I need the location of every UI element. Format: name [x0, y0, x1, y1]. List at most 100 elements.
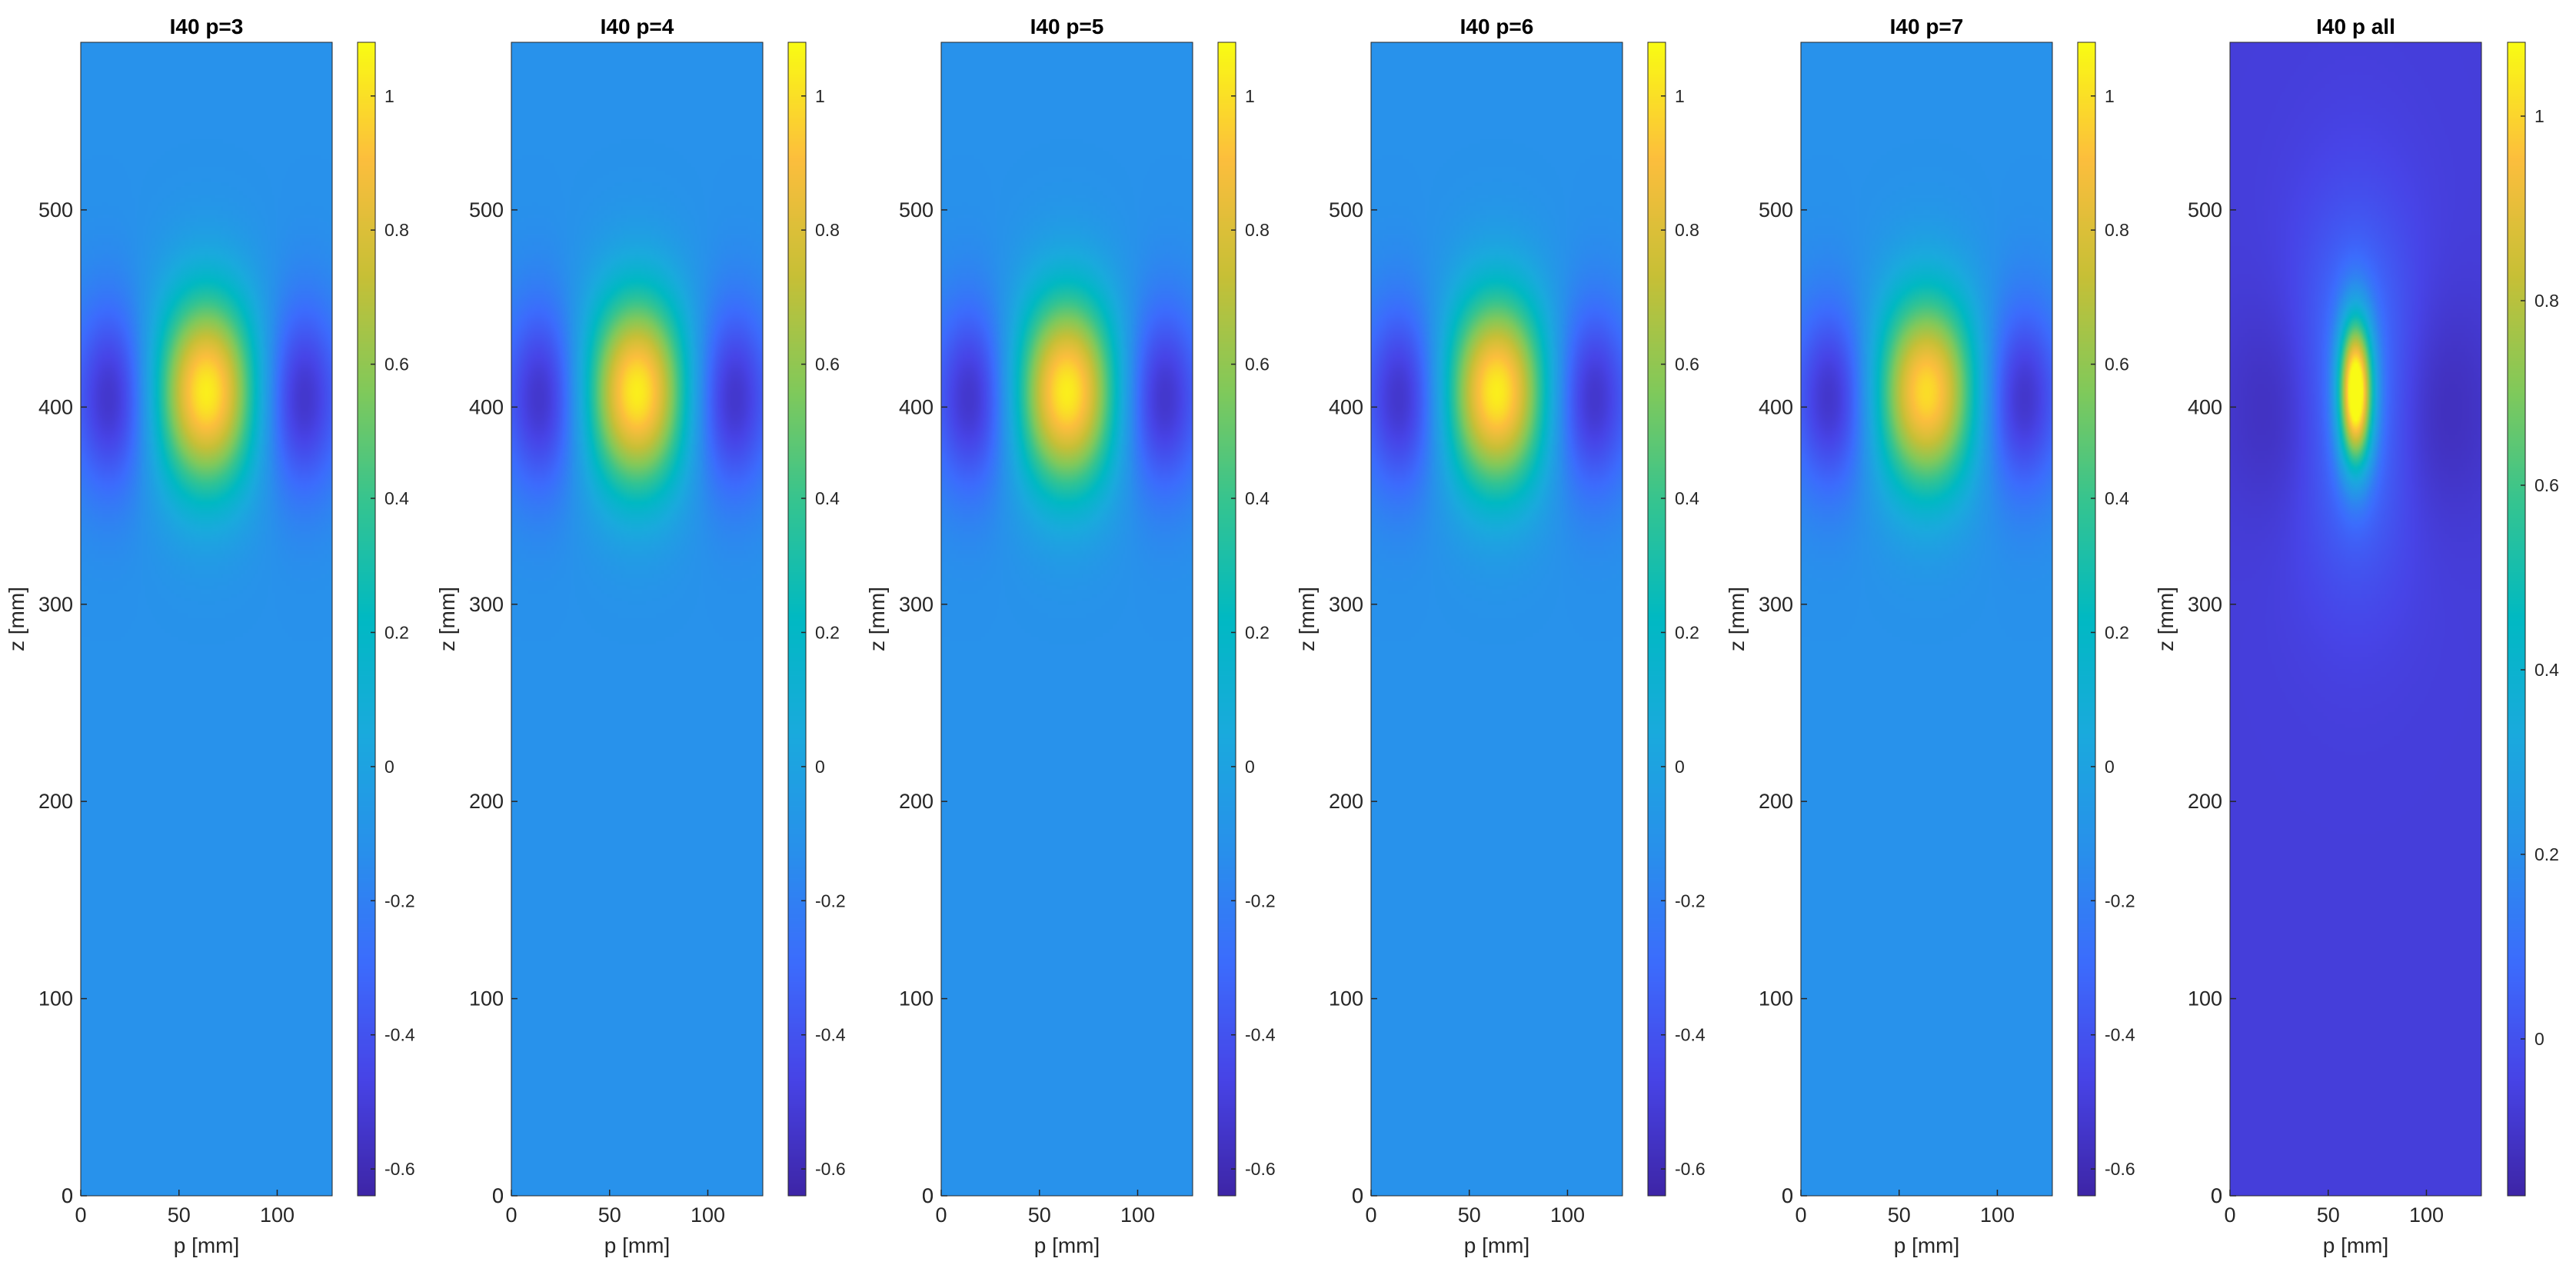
y-tick-label: 0: [2211, 1184, 2222, 1207]
y-tick-label: 100: [1759, 987, 1793, 1010]
y-tick-label: 300: [899, 593, 934, 616]
colorbar-gradient: [2508, 42, 2525, 1196]
y-axis-label: z [mm]: [435, 587, 459, 651]
colorbar-gradient: [1218, 42, 1236, 1196]
colorbar-gradient: [358, 42, 375, 1196]
panel-1: I40 p=3 0 50 100 0 100 200 300 400 500 0 p [mm] z [m…: [5, 15, 415, 1257]
colorbar-tick-label: 1: [815, 86, 825, 106]
y-tick-label: 400: [38, 395, 73, 418]
colorbar-tick-label: 0.4: [1245, 488, 1270, 508]
colorbar-tick-label: -0.2: [815, 891, 846, 910]
y-tick-label: 0: [1352, 1184, 1363, 1207]
axes-box: [1800, 42, 2053, 1197]
colorbar-tick-label: 0.6: [2105, 355, 2129, 375]
x-axis-label: p [mm]: [1034, 1233, 1100, 1257]
y-tick-label: 0: [62, 1184, 73, 1207]
y-tick-label: 400: [1759, 395, 1793, 418]
colorbar-tick-label: 0.6: [815, 355, 840, 375]
x-tick-label: 50: [1028, 1203, 1051, 1227]
y-tick-label: 0: [2211, 1184, 2222, 1207]
colorbar-tick-label: 0.4: [815, 488, 840, 508]
heatmap-image: [81, 42, 332, 1196]
x-tick-label: 50: [1458, 1203, 1481, 1227]
colorbar-tick-label: 0: [2534, 1029, 2544, 1049]
colorbar-tick-label: 1: [2534, 106, 2544, 126]
colorbar-tick-label: -0.6: [2105, 1159, 2135, 1179]
colorbar-tick-label: 0.6: [2534, 475, 2559, 495]
colorbar-box: [2077, 42, 2096, 1197]
y-axis-label: z [mm]: [1725, 587, 1749, 651]
y-tick-label: 400: [899, 395, 934, 418]
y-axis-label: z [mm]: [2154, 587, 2178, 651]
colorbar-box: [2507, 42, 2526, 1197]
y-axis-label: z [mm]: [5, 587, 28, 651]
x-tick-label: 100: [2409, 1203, 2444, 1227]
y-tick-label: 0: [922, 1184, 934, 1207]
x-tick-label: 0: [2224, 1203, 2235, 1227]
colorbar-tick-label: 0.2: [1245, 622, 1270, 642]
colorbar-tick-label: 1: [1675, 86, 1685, 106]
x-tick-label: 100: [1120, 1203, 1155, 1227]
panel-4: I40 p=6 0 50 100 0 100 200 300 400 500 0 p [mm] z [m…: [1295, 15, 1706, 1257]
colorbar-tick-label: 0.6: [1245, 355, 1270, 375]
x-tick-label: 100: [1550, 1203, 1585, 1227]
colorbar-tick-label: 1: [1245, 86, 1255, 106]
panel-title: I40 p=7: [1890, 15, 1964, 38]
y-tick-label: 100: [469, 987, 504, 1010]
colorbar-tick-label: 0: [2105, 757, 2115, 777]
y-tick-label: 100: [1329, 987, 1363, 1010]
colorbar-gradient: [2078, 42, 2095, 1196]
colorbar-box: [787, 42, 807, 1197]
x-axis-label: p [mm]: [174, 1233, 240, 1257]
colorbar-tick-label: 0: [1675, 757, 1685, 777]
heatmap-image: [941, 42, 1193, 1196]
panel-title: I40 p=6: [1460, 15, 1534, 38]
y-tick-label: 200: [1759, 790, 1793, 813]
colorbar-tick-label: 0.8: [2534, 291, 2559, 311]
panel-title: I40 p=3: [170, 15, 244, 38]
panel-5: I40 p=7 0 50 100 0 100 200 300 400 500 0 p [mm] z [m…: [1725, 15, 2135, 1257]
colorbar-tick-label: 0.2: [384, 622, 409, 642]
x-tick-label: 0: [75, 1203, 86, 1227]
x-axis-label: p [mm]: [1894, 1233, 1960, 1257]
y-tick-label: 0: [62, 1184, 73, 1207]
heatmap-image: [1801, 42, 2052, 1196]
colorbar-tick-label: 1: [2105, 86, 2115, 106]
heatmap-image: [2230, 42, 2481, 1196]
y-tick-label: 500: [469, 198, 504, 221]
colorbar-tick-label: -0.6: [1245, 1159, 1276, 1179]
y-tick-label: 0: [492, 1184, 504, 1207]
y-tick-label: 200: [2188, 790, 2222, 813]
panel-title: I40 p=5: [1030, 15, 1104, 38]
y-tick-label: 300: [2188, 593, 2222, 616]
y-tick-label: 300: [38, 593, 73, 616]
y-tick-label: 300: [1329, 593, 1363, 616]
colorbar-tick-label: 0: [384, 757, 394, 777]
colorbar-tick-label: -0.2: [1675, 891, 1706, 910]
x-tick-label: 0: [935, 1203, 947, 1227]
y-tick-label: 300: [1759, 593, 1793, 616]
colorbar-tick-label: 0: [815, 757, 825, 777]
colorbar-tick-label: 0.2: [815, 622, 840, 642]
colorbar-tick-label: 0.8: [815, 220, 840, 240]
x-tick-label: 0: [1365, 1203, 1376, 1227]
x-tick-label: 100: [1980, 1203, 2015, 1227]
colorbar-tick-label: -0.4: [1675, 1025, 1706, 1045]
panel-3: I40 p=5 0 50 100 0 100 200 300 400 500 0 p [mm] z [m…: [865, 15, 1276, 1257]
colorbar-tick-label: 0.4: [1675, 488, 1699, 508]
panel-title: I40 p all: [2316, 15, 2395, 38]
axes-box: [1370, 42, 1623, 1197]
colorbar-tick-label: -0.4: [1245, 1025, 1276, 1045]
colorbar-tick-label: 0.4: [2534, 660, 2559, 680]
y-tick-label: 100: [899, 987, 934, 1010]
y-tick-label: 200: [1329, 790, 1363, 813]
x-tick-label: 50: [2317, 1203, 2340, 1227]
colorbar-tick-label: 1: [384, 86, 394, 106]
colorbar-tick-label: 0.2: [1675, 622, 1699, 642]
axes-box: [2229, 42, 2482, 1197]
y-axis-label: z [mm]: [865, 587, 889, 651]
x-tick-label: 100: [260, 1203, 295, 1227]
y-tick-label: 500: [1329, 198, 1363, 221]
colorbar-tick-label: 0.6: [384, 355, 409, 375]
